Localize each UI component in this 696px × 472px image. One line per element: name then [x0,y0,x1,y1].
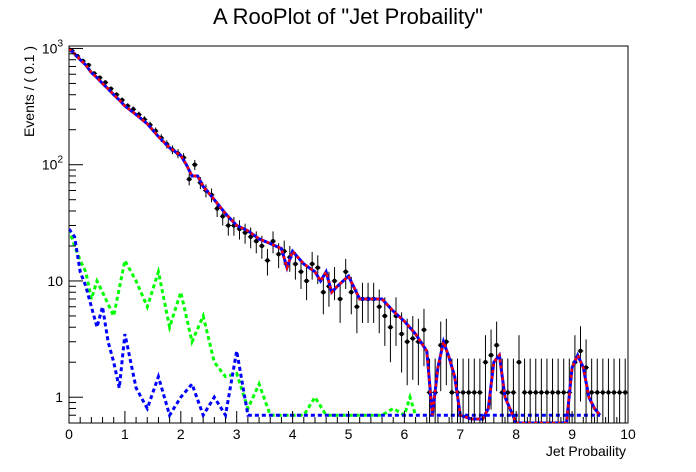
data-point [466,390,471,395]
data-point [337,296,343,302]
x-tick-label: 9 [568,426,576,442]
data-point [321,290,326,295]
x-tick-label: 0 [65,426,73,442]
data-point [561,390,566,395]
data-point [595,390,600,395]
data-point [606,390,611,395]
series-layer [69,47,628,423]
data-point [315,265,320,270]
x-tick-label: 8 [512,426,520,442]
data-point [410,336,415,341]
data-point [421,327,427,333]
data-point [578,348,583,354]
data-point [544,390,550,395]
data-point [309,261,315,267]
data-point [220,214,225,219]
data-point [354,304,360,309]
data-point [477,390,483,395]
y-axis-label: Events / ( 0.1 ) [21,46,37,137]
total-fit-line [69,47,601,423]
green-component-line [69,228,418,418]
data-point [186,177,192,182]
data-point [460,390,466,395]
y-tick-label: 102 [42,155,64,173]
data-point [377,304,382,309]
y-tick-label: 1 [55,389,63,405]
data-point [343,269,348,274]
data-point [388,325,393,330]
data-point [382,313,388,319]
data-point [527,390,533,395]
blue-component-line [69,228,600,420]
data-point [226,223,231,228]
data-point [483,360,488,365]
data-point [293,261,298,267]
data-point [472,390,477,395]
data-point [265,258,270,263]
data-point [248,234,253,239]
data-point [254,238,259,244]
data-point [332,278,337,284]
y-axis: 1 10 102 103 [42,38,83,424]
data-point [349,290,354,295]
data-point [611,390,617,395]
x-tick-label: 5 [345,426,353,442]
data-point [404,339,410,344]
data-point [192,162,197,167]
x-axis: 0 1 2 3 4 5 6 7 8 9 10 [65,411,636,442]
data-point [516,360,522,365]
x-tick-label: 4 [289,426,297,442]
data-point [617,390,622,395]
x-tick-label: 1 [121,426,129,442]
x-tick-label: 7 [456,426,464,442]
data-point [449,390,455,395]
data-point [494,343,499,348]
data-point [511,390,516,395]
data-point [533,390,538,395]
data-point [550,390,555,395]
data-point [488,352,494,358]
x-tick-label: 6 [401,426,409,442]
data-point [259,243,265,249]
data-point [304,278,309,284]
data-point [522,390,527,395]
x-tick-label: 2 [177,426,185,442]
data-point [399,331,404,337]
data-point [214,206,220,211]
y-tick-label: 103 [42,38,64,56]
data-point [623,390,628,395]
y-tick-label: 10 [47,273,63,289]
data-point [600,390,606,395]
data-point [589,390,594,395]
data-point [298,269,304,274]
x-tick-label: 3 [233,426,241,442]
data-point [270,238,276,244]
data-point [555,390,561,395]
data-point [505,390,511,395]
data-point [539,390,544,395]
x-tick-label: 10 [620,426,636,442]
x-axis-label: Jet Probaility [546,443,626,459]
data-point [276,251,281,257]
chart-title: A RooPlot of "Jet Probaility" [213,4,483,29]
